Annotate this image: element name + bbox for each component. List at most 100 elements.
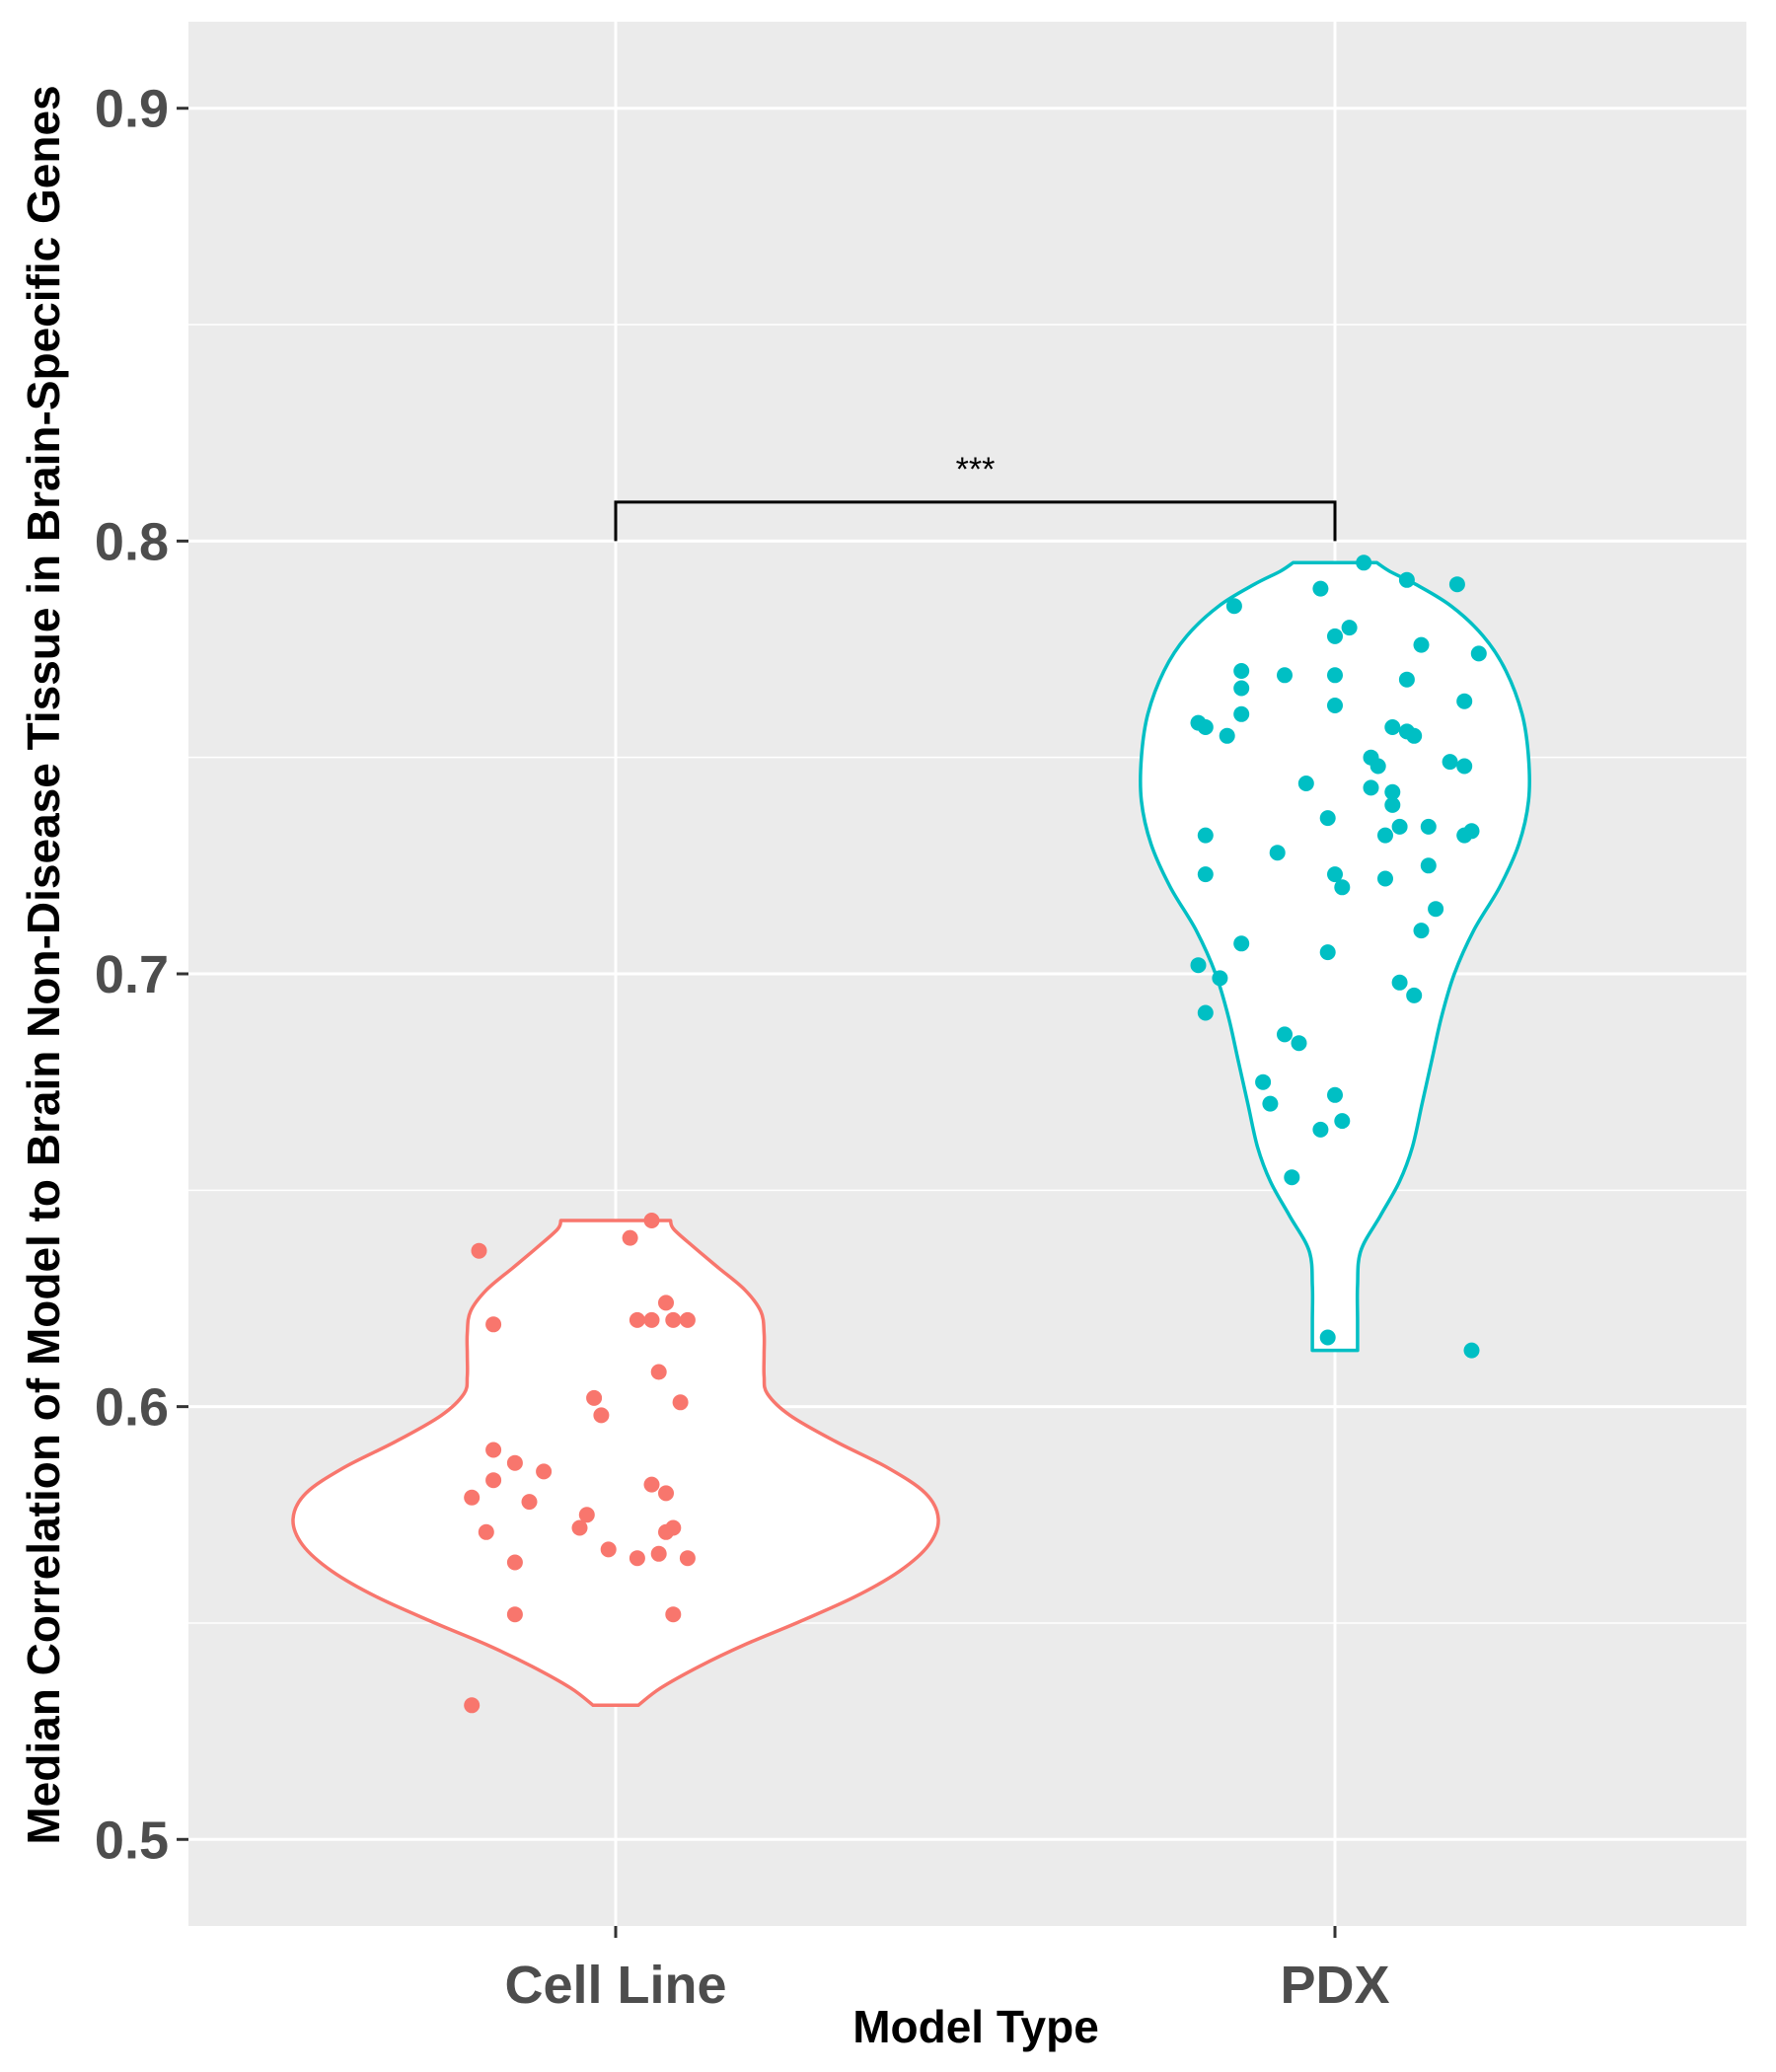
data-point-pdx bbox=[1197, 866, 1214, 883]
data-point-cell-line bbox=[679, 1311, 696, 1328]
data-point-cell-line bbox=[586, 1389, 603, 1406]
data-point-cell-line bbox=[521, 1494, 538, 1511]
data-point-pdx bbox=[1190, 957, 1207, 974]
data-point-pdx bbox=[1255, 1073, 1272, 1090]
data-point-pdx bbox=[1363, 779, 1379, 796]
data-point-pdx bbox=[1456, 827, 1473, 844]
data-point-pdx bbox=[1197, 827, 1214, 844]
data-point-pdx bbox=[1356, 555, 1372, 571]
data-point-pdx bbox=[1212, 970, 1228, 987]
data-point-pdx bbox=[1219, 727, 1235, 744]
data-point-cell-line bbox=[643, 1476, 660, 1493]
data-point-cell-line bbox=[506, 1554, 523, 1571]
data-point-cell-line bbox=[622, 1229, 638, 1246]
data-point-pdx bbox=[1312, 580, 1329, 597]
violin-cell-line bbox=[291, 1219, 940, 1708]
data-point-pdx bbox=[1233, 705, 1250, 722]
data-point-pdx bbox=[1233, 935, 1250, 952]
y-tick-label: 0.8 bbox=[95, 512, 169, 571]
y-tick-label: 0.5 bbox=[95, 1811, 169, 1870]
data-point-pdx bbox=[1225, 598, 1242, 615]
data-point-cell-line bbox=[593, 1407, 610, 1424]
data-point-cell-line bbox=[658, 1523, 674, 1540]
data-point-pdx bbox=[1369, 758, 1386, 775]
data-point-cell-line bbox=[506, 1606, 523, 1623]
data-point-cell-line bbox=[578, 1507, 595, 1523]
data-point-pdx bbox=[1197, 719, 1214, 735]
data-point-pdx bbox=[1398, 671, 1415, 688]
data-point-pdx bbox=[1334, 1113, 1351, 1130]
data-point-pdx bbox=[1327, 698, 1343, 713]
data-point-cell-line bbox=[643, 1311, 660, 1328]
data-point-pdx bbox=[1319, 944, 1336, 961]
data-point-pdx bbox=[1327, 1086, 1343, 1103]
data-point-pdx bbox=[1442, 754, 1458, 771]
data-point-pdx bbox=[1456, 693, 1473, 709]
data-point-pdx bbox=[1391, 974, 1408, 991]
data-point-cell-line bbox=[658, 1485, 674, 1502]
data-point-pdx bbox=[1413, 636, 1430, 653]
data-point-pdx bbox=[1197, 1004, 1214, 1021]
data-point-cell-line bbox=[658, 1295, 674, 1311]
significance-bracket bbox=[614, 500, 1337, 542]
data-point-cell-line bbox=[536, 1463, 553, 1480]
data-point-pdx bbox=[1284, 1169, 1300, 1186]
data-point-pdx bbox=[1269, 845, 1286, 861]
data-point-pdx bbox=[1456, 758, 1473, 775]
y-tick-label: 0.6 bbox=[95, 1378, 169, 1438]
data-point-pdx bbox=[1391, 818, 1408, 835]
data-point-pdx bbox=[1406, 727, 1423, 744]
x-tick-label: PDX bbox=[1280, 1956, 1389, 2015]
data-point-pdx bbox=[1291, 1035, 1307, 1052]
data-point-pdx bbox=[1319, 810, 1336, 827]
axes: 0.5 0.6 0.7 0.8 0.9 Cell Line PDX bbox=[95, 80, 1390, 2015]
x-axis-title: Model Type bbox=[852, 2001, 1099, 2052]
significance-annotation: *** bbox=[614, 451, 1337, 542]
violin-pdx bbox=[1139, 560, 1531, 1353]
data-point-cell-line bbox=[506, 1454, 523, 1471]
data-point-pdx bbox=[1428, 901, 1444, 918]
data-point-pdx bbox=[1262, 1095, 1279, 1112]
data-point-pdx bbox=[1233, 680, 1250, 697]
data-point-pdx bbox=[1420, 818, 1437, 835]
data-point-pdx bbox=[1413, 923, 1430, 939]
data-point-cell-line bbox=[485, 1316, 502, 1333]
data-point-pdx bbox=[1470, 645, 1487, 662]
data-point-cell-line bbox=[629, 1311, 645, 1328]
data-point-cell-line bbox=[650, 1545, 667, 1562]
data-point-cell-line bbox=[464, 1697, 481, 1714]
data-point-pdx bbox=[1327, 866, 1343, 883]
data-points bbox=[464, 555, 1487, 1714]
data-point-pdx bbox=[1233, 663, 1250, 679]
data-point-pdx bbox=[1420, 857, 1437, 874]
data-point-pdx bbox=[1277, 1026, 1293, 1043]
y-axis-title: Median Correlation of Model to Brain Non… bbox=[18, 85, 69, 1844]
data-point-pdx bbox=[1377, 827, 1393, 844]
data-point-cell-line bbox=[478, 1523, 494, 1540]
data-point-cell-line bbox=[650, 1364, 667, 1380]
data-point-cell-line bbox=[629, 1550, 645, 1567]
data-point-cell-line bbox=[672, 1394, 689, 1411]
data-point-pdx bbox=[1334, 879, 1351, 896]
data-point-cell-line bbox=[679, 1550, 696, 1567]
data-point-pdx bbox=[1384, 796, 1401, 813]
x-tick-label: Cell Line bbox=[504, 1956, 726, 2015]
data-point-pdx bbox=[1327, 667, 1343, 684]
data-point-pdx bbox=[1384, 719, 1401, 735]
data-point-pdx bbox=[1384, 783, 1401, 800]
data-point-pdx bbox=[1327, 628, 1343, 644]
y-tick-label: 0.7 bbox=[95, 945, 169, 1004]
violins bbox=[291, 560, 1531, 1708]
data-point-pdx bbox=[1277, 667, 1293, 684]
data-point-pdx bbox=[1406, 987, 1423, 1003]
data-point-pdx bbox=[1463, 1342, 1480, 1359]
data-point-cell-line bbox=[471, 1242, 487, 1259]
data-point-pdx bbox=[1398, 571, 1415, 588]
data-point-cell-line bbox=[600, 1541, 617, 1558]
data-point-cell-line bbox=[464, 1489, 481, 1506]
data-point-pdx bbox=[1297, 776, 1314, 791]
data-point-pdx bbox=[1341, 620, 1358, 636]
data-point-pdx bbox=[1448, 576, 1465, 593]
data-point-cell-line bbox=[485, 1472, 502, 1489]
